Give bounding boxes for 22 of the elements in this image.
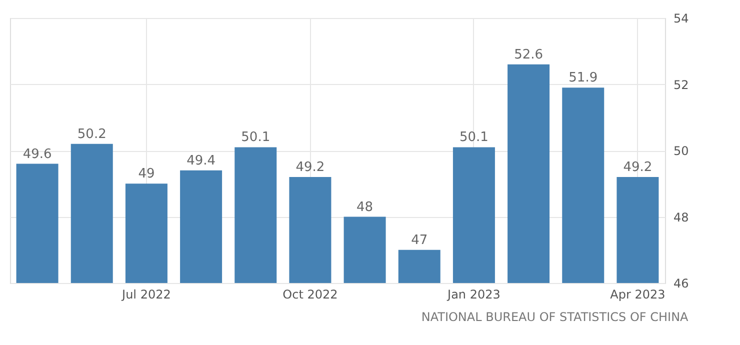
data-label: 52.6	[514, 47, 544, 62]
y-tick-label: 48	[674, 210, 689, 224]
text: NATIONAL BUREAU OF STATISTICS OF CHINA	[421, 310, 690, 324]
y-tick-label: 52	[674, 78, 689, 92]
x-tick-label: Jul 2022	[121, 288, 171, 302]
y-tick-label: 54	[674, 12, 689, 26]
data-label: 51.9	[568, 70, 598, 86]
data-label: 48	[356, 200, 374, 215]
data-label: 49.2	[623, 160, 652, 175]
data-label: 49	[138, 166, 155, 182]
data-label: 50.2	[77, 126, 106, 142]
data-label: 47	[411, 232, 428, 248]
y-tick-label: 50	[674, 144, 689, 158]
data-label: 49.6	[22, 146, 52, 162]
data-label: 50.1	[459, 130, 488, 146]
x-tick-label: Jan 2023	[446, 288, 500, 302]
data-label: 49.4	[186, 153, 216, 168]
data-label: 50.1	[241, 130, 270, 146]
x-tick-label: Apr 2023	[610, 288, 666, 302]
y-tick-label: 46	[674, 276, 689, 290]
x-tick-label: Oct 2022	[282, 288, 338, 302]
data-label: 49.2	[296, 160, 325, 175]
